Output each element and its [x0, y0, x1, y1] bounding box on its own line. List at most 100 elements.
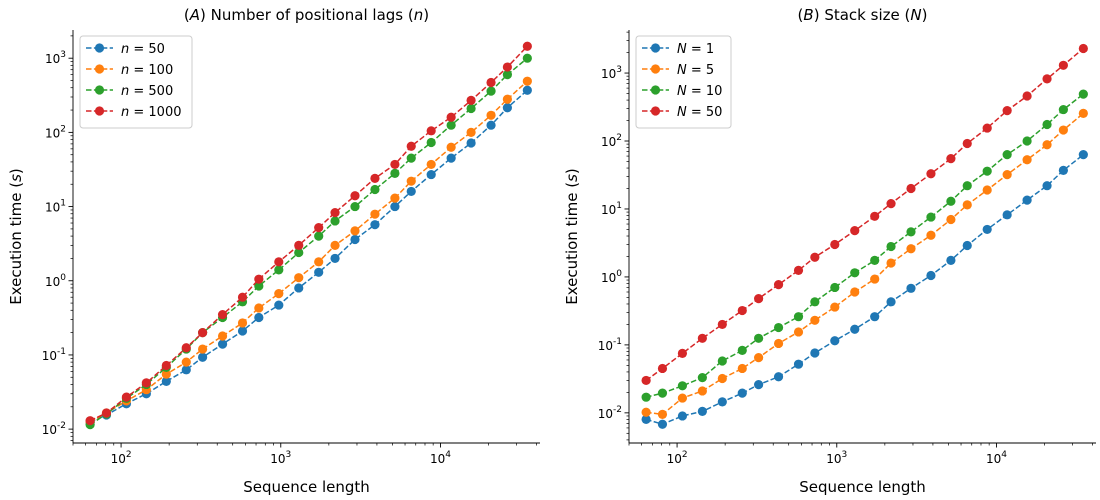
data-point: [274, 257, 284, 267]
data-point: [926, 230, 936, 240]
data-point: [1078, 108, 1088, 118]
data-point: [773, 322, 784, 333]
data-point: [314, 267, 324, 277]
data-point: [502, 94, 512, 104]
data-point: [677, 381, 688, 391]
series-line: [645, 93, 1084, 398]
data-point: [466, 138, 476, 148]
data-point: [677, 348, 688, 358]
data-point: [1042, 74, 1052, 84]
y-tick-label: 101: [45, 199, 66, 215]
panel-a: 102 103 104 10-2 10-1 100 101 102 103 Sequence le…: [7, 6, 540, 496]
x-tick-label: 103: [826, 450, 847, 466]
data-point: [830, 336, 840, 346]
data-point: [426, 169, 436, 180]
legend: n = 50 n = 100 n = 500 n = 1000: [79, 35, 193, 129]
data-point: [1042, 140, 1052, 150]
data-point: [1078, 150, 1088, 160]
data-point: [466, 127, 476, 137]
data-point: [406, 176, 416, 186]
x-tick-label: 102: [111, 450, 132, 466]
data-point: [886, 258, 896, 268]
data-point: [1078, 43, 1088, 54]
data-point: [793, 359, 804, 369]
data-point: [677, 411, 688, 421]
data-point: [657, 363, 668, 374]
data-point: [641, 375, 651, 386]
data-point: [697, 406, 707, 417]
data-point: [406, 153, 416, 163]
data-point: [254, 281, 264, 291]
data-point: [1002, 210, 1012, 220]
data-point: [330, 216, 340, 226]
data-point: [85, 416, 95, 426]
data-point: [217, 331, 228, 341]
panel-title: (B) Stack size (N): [798, 6, 928, 24]
data-point: [677, 393, 688, 403]
data-point: [314, 257, 324, 267]
legend-marker: [94, 43, 105, 53]
data-point: [390, 201, 400, 212]
data-point: [906, 244, 916, 254]
data-point: [502, 70, 512, 80]
legend-marker: [94, 64, 105, 74]
data-point: [926, 169, 936, 179]
data-point: [1022, 91, 1032, 101]
data-point: [886, 198, 896, 209]
data-point: [1058, 104, 1068, 115]
data-point: [254, 312, 264, 323]
data-point: [406, 141, 416, 151]
data-point: [254, 303, 264, 313]
data-point: [850, 287, 860, 297]
legend-entry: N = 5: [642, 63, 714, 78]
data-point: [717, 397, 727, 407]
y-axis-label: Execution time (s): [7, 168, 25, 305]
data-point: [1002, 150, 1012, 160]
data-point: [446, 112, 456, 122]
x-tick-label: 104: [986, 450, 1007, 466]
data-point: [754, 380, 764, 390]
data-point: [641, 407, 651, 417]
legend-label: n = 1000: [121, 105, 182, 120]
legend-label: N = 1: [677, 42, 714, 57]
data-point: [181, 365, 191, 375]
data-point: [793, 312, 804, 322]
data-point: [161, 369, 171, 379]
panel-title: (A) Number of positional lags (n): [184, 6, 429, 24]
data-point: [657, 419, 668, 429]
data-point: [1022, 195, 1032, 205]
x-axis-label: Sequence length: [799, 478, 926, 496]
data-point: [717, 319, 727, 330]
data-point: [370, 173, 380, 183]
data-point: [926, 212, 936, 222]
data-point: [390, 193, 400, 203]
y-tick-label: 102: [601, 133, 622, 149]
legend-label: n = 100: [121, 63, 173, 78]
legend-entry: N = 1: [642, 42, 714, 57]
data-point: [830, 282, 840, 293]
data-point: [773, 338, 784, 349]
legend-entry: n = 50: [86, 42, 165, 57]
data-point: [697, 386, 707, 396]
legend: N = 1 N = 5 N = 10 N = 50: [635, 35, 732, 129]
data-point: [717, 356, 727, 366]
data-point: [1058, 165, 1068, 175]
legend-label: N = 5: [677, 63, 714, 78]
data-point: [1002, 170, 1012, 180]
y-tick-label: 10-1: [42, 347, 66, 363]
data-point: [926, 270, 936, 281]
data-point: [121, 392, 132, 402]
data-point: [198, 328, 208, 338]
legend-entry: n = 500: [86, 84, 173, 99]
data-point: [406, 186, 416, 197]
data-point: [314, 223, 324, 233]
data-point: [350, 234, 360, 245]
y-tick-label: 102: [45, 124, 66, 140]
data-point: [1042, 119, 1052, 130]
y-tick-label: 103: [45, 50, 66, 66]
data-point: [737, 363, 747, 374]
data-point: [850, 324, 860, 334]
data-point: [886, 241, 896, 252]
data-point: [466, 103, 476, 114]
